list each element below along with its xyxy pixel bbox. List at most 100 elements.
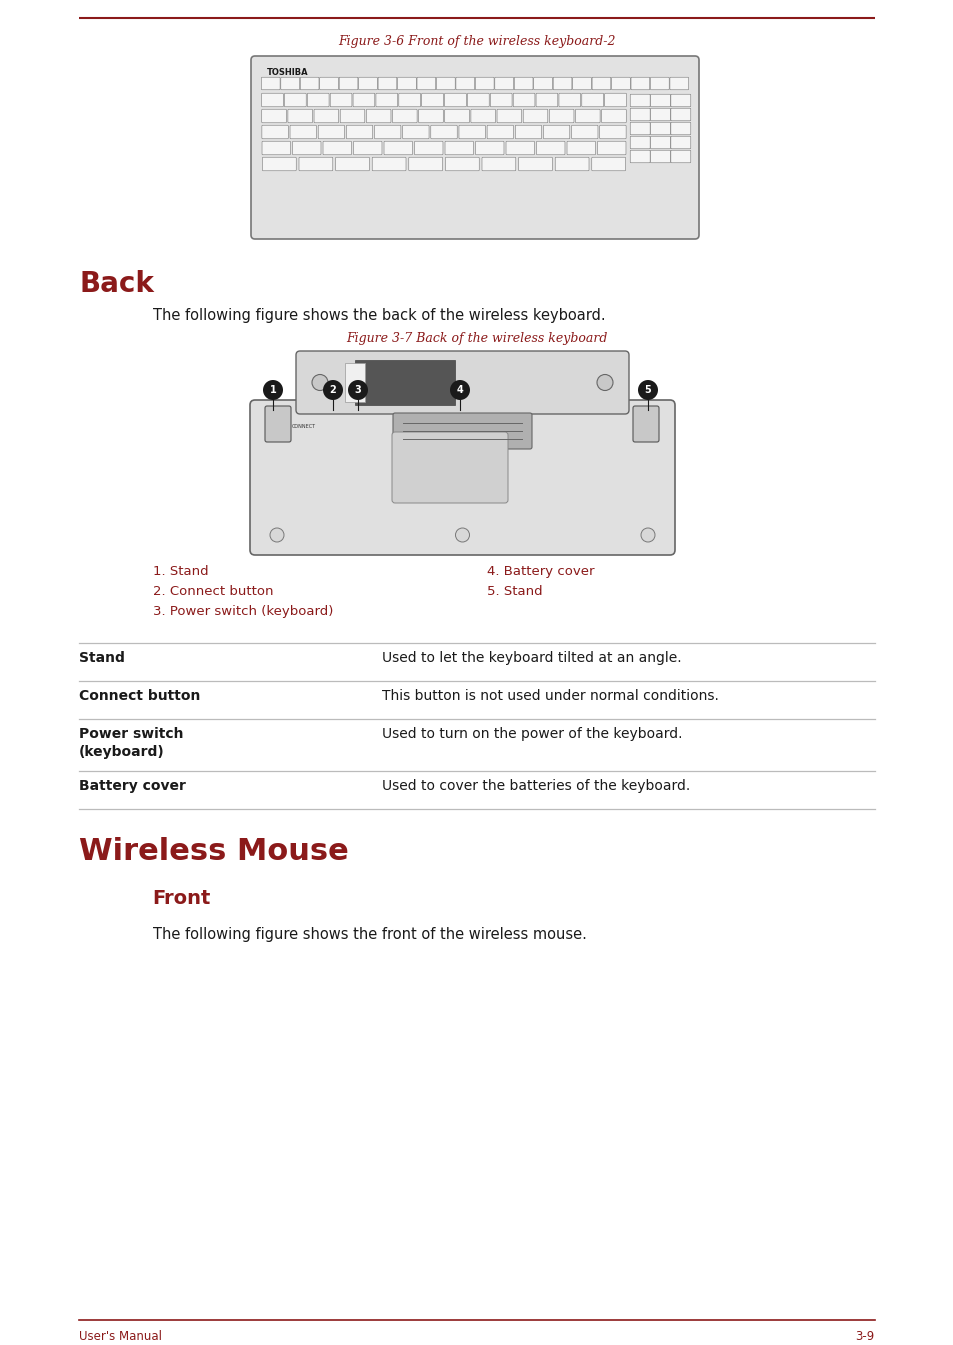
FancyBboxPatch shape: [261, 93, 283, 106]
FancyBboxPatch shape: [487, 125, 513, 139]
FancyBboxPatch shape: [558, 93, 580, 106]
FancyBboxPatch shape: [288, 109, 313, 122]
FancyBboxPatch shape: [604, 93, 626, 106]
Circle shape: [323, 381, 343, 399]
FancyBboxPatch shape: [581, 93, 603, 106]
FancyBboxPatch shape: [518, 157, 552, 171]
FancyBboxPatch shape: [471, 109, 495, 122]
FancyBboxPatch shape: [444, 109, 469, 122]
Circle shape: [638, 381, 658, 399]
FancyBboxPatch shape: [514, 77, 533, 90]
FancyBboxPatch shape: [398, 93, 420, 106]
Text: 4: 4: [456, 385, 463, 395]
Text: 5. Stand: 5. Stand: [486, 585, 542, 599]
Text: This button is not used under normal conditions.: This button is not used under normal con…: [381, 689, 718, 703]
FancyBboxPatch shape: [670, 94, 690, 106]
Text: Connect button: Connect button: [79, 689, 200, 703]
FancyBboxPatch shape: [670, 136, 690, 149]
FancyBboxPatch shape: [515, 125, 541, 139]
FancyBboxPatch shape: [335, 157, 369, 171]
Text: Battery cover: Battery cover: [79, 779, 186, 794]
FancyBboxPatch shape: [384, 141, 412, 155]
Text: (keyboard): (keyboard): [79, 745, 165, 759]
FancyBboxPatch shape: [592, 77, 610, 90]
FancyBboxPatch shape: [611, 77, 630, 90]
FancyBboxPatch shape: [505, 141, 534, 155]
FancyBboxPatch shape: [358, 77, 377, 90]
Text: Used to let the keyboard tilted at an angle.: Used to let the keyboard tilted at an an…: [381, 651, 680, 664]
FancyBboxPatch shape: [630, 77, 649, 90]
Text: Power switch: Power switch: [79, 728, 184, 741]
FancyBboxPatch shape: [261, 109, 286, 122]
FancyBboxPatch shape: [261, 77, 280, 90]
Circle shape: [263, 381, 283, 399]
FancyBboxPatch shape: [392, 432, 507, 503]
FancyBboxPatch shape: [553, 77, 571, 90]
FancyBboxPatch shape: [522, 109, 547, 122]
FancyBboxPatch shape: [421, 93, 443, 106]
FancyBboxPatch shape: [339, 77, 357, 90]
FancyBboxPatch shape: [318, 125, 344, 139]
FancyBboxPatch shape: [265, 406, 291, 443]
FancyBboxPatch shape: [630, 122, 649, 134]
Text: Back: Back: [79, 270, 153, 299]
FancyBboxPatch shape: [314, 109, 338, 122]
FancyBboxPatch shape: [572, 77, 591, 90]
FancyBboxPatch shape: [497, 109, 521, 122]
Circle shape: [640, 529, 655, 542]
Circle shape: [312, 374, 328, 390]
Circle shape: [597, 374, 613, 390]
Circle shape: [348, 381, 368, 399]
FancyBboxPatch shape: [475, 141, 503, 155]
FancyBboxPatch shape: [633, 406, 659, 443]
Text: 1: 1: [270, 385, 276, 395]
FancyBboxPatch shape: [353, 93, 375, 106]
FancyBboxPatch shape: [323, 141, 351, 155]
FancyBboxPatch shape: [630, 151, 649, 163]
Text: 2: 2: [330, 385, 336, 395]
FancyBboxPatch shape: [543, 125, 569, 139]
Text: TOSHIBA: TOSHIBA: [267, 69, 309, 77]
FancyBboxPatch shape: [630, 108, 649, 121]
FancyBboxPatch shape: [650, 136, 670, 149]
FancyBboxPatch shape: [262, 141, 290, 155]
FancyBboxPatch shape: [284, 93, 306, 106]
Circle shape: [450, 381, 470, 399]
FancyBboxPatch shape: [536, 141, 564, 155]
FancyBboxPatch shape: [330, 93, 352, 106]
FancyBboxPatch shape: [262, 125, 288, 139]
Text: Figure 3-6 Front of the wireless keyboard-2: Figure 3-6 Front of the wireless keyboar…: [338, 35, 615, 48]
Text: 3. Power switch (keyboard): 3. Power switch (keyboard): [152, 605, 333, 617]
FancyBboxPatch shape: [298, 157, 333, 171]
FancyBboxPatch shape: [597, 141, 625, 155]
FancyBboxPatch shape: [444, 141, 473, 155]
FancyBboxPatch shape: [650, 108, 670, 121]
FancyBboxPatch shape: [601, 109, 625, 122]
FancyBboxPatch shape: [397, 77, 416, 90]
FancyBboxPatch shape: [402, 125, 429, 139]
FancyBboxPatch shape: [372, 157, 406, 171]
Text: Used to turn on the power of the keyboard.: Used to turn on the power of the keyboar…: [381, 728, 681, 741]
FancyBboxPatch shape: [513, 93, 535, 106]
FancyBboxPatch shape: [415, 141, 442, 155]
FancyBboxPatch shape: [366, 109, 391, 122]
FancyBboxPatch shape: [418, 109, 443, 122]
FancyBboxPatch shape: [340, 109, 364, 122]
FancyBboxPatch shape: [319, 77, 338, 90]
FancyBboxPatch shape: [300, 77, 318, 90]
FancyBboxPatch shape: [591, 157, 625, 171]
FancyBboxPatch shape: [536, 93, 558, 106]
FancyBboxPatch shape: [650, 122, 670, 134]
FancyBboxPatch shape: [377, 77, 396, 90]
FancyBboxPatch shape: [445, 157, 478, 171]
FancyBboxPatch shape: [416, 77, 436, 90]
FancyBboxPatch shape: [650, 151, 670, 163]
Text: 1. Stand: 1. Stand: [152, 565, 208, 578]
FancyBboxPatch shape: [393, 413, 532, 449]
FancyBboxPatch shape: [409, 157, 442, 171]
FancyBboxPatch shape: [669, 77, 688, 90]
FancyBboxPatch shape: [555, 157, 588, 171]
FancyBboxPatch shape: [431, 125, 456, 139]
Text: The following figure shows the back of the wireless keyboard.: The following figure shows the back of t…: [152, 308, 604, 323]
Bar: [345, 363, 365, 402]
